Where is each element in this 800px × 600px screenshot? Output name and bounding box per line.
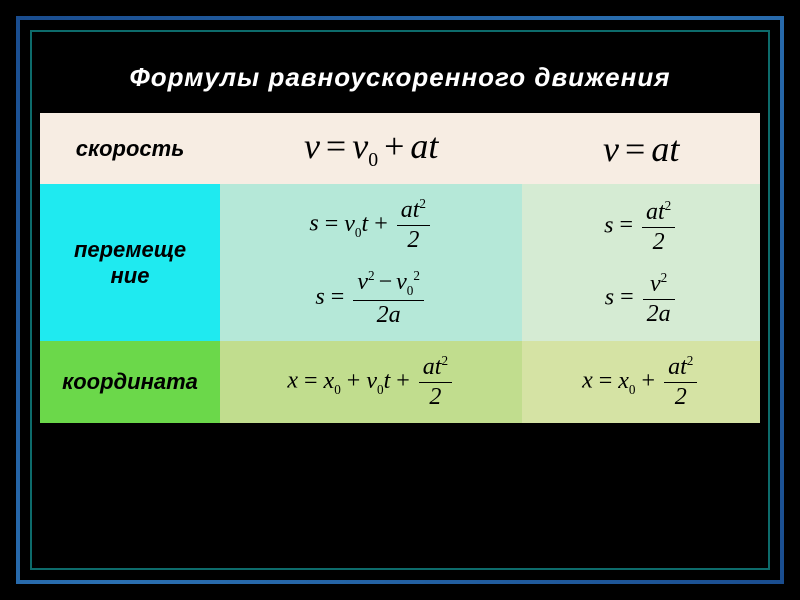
page-title: Формулы равноускоренного движения [40,40,760,113]
formula-displacement-general: s=v0t+at22 s=v2−v022a [220,184,522,341]
term-v0t: v0t [344,211,368,237]
frac-at2-2: at22 [419,353,452,411]
var-s: s [309,211,318,237]
formula-velocity-zero: v=at [522,113,760,184]
var-v: v [603,129,619,169]
formula-displacement-zero: s=at22 s=v22a [522,184,760,341]
var-at: at [410,126,438,166]
var-x: x [287,368,298,394]
label-velocity: скорость [40,113,220,184]
var-x0: x0 [618,368,635,394]
formula-coordinate-zero: x=x0+at22 [522,341,760,423]
var-s: s [315,284,324,310]
row-coordinate: координата x=x0+v0t+at22 x=x0+at22 [40,341,760,423]
var-v: v [304,126,320,166]
row-displacement: перемеще ние s=v0t+at22 s=v2−v022a s=at2… [40,184,760,341]
row-velocity: скорость v=v0+at v=at [40,113,760,184]
formula-table: скорость v=v0+at v=at перемеще ние s=v0t… [40,113,760,423]
var-at: at [651,129,679,169]
frac-v2-v02-2a: v2−v022a [353,268,424,329]
var-x: x [582,368,593,394]
frac-v2-2a: v22a [643,270,675,328]
var-x0: x0 [324,368,341,394]
label-displacement: перемеще ние [40,184,220,341]
term-v0t: v0t [366,368,390,394]
frac-at2-2: at22 [642,198,675,256]
label-coordinate: координата [40,341,220,423]
slide-content: Формулы равноускоренного движения скорос… [40,40,760,560]
formula-velocity-general: v=v0+at [220,113,522,184]
var-v0: v0 [352,126,378,166]
var-s: s [605,284,614,310]
formula-coordinate-general: x=x0+v0t+at22 [220,341,522,423]
frac-at2-2: at22 [397,196,430,254]
frac-at2-2: at22 [664,353,697,411]
